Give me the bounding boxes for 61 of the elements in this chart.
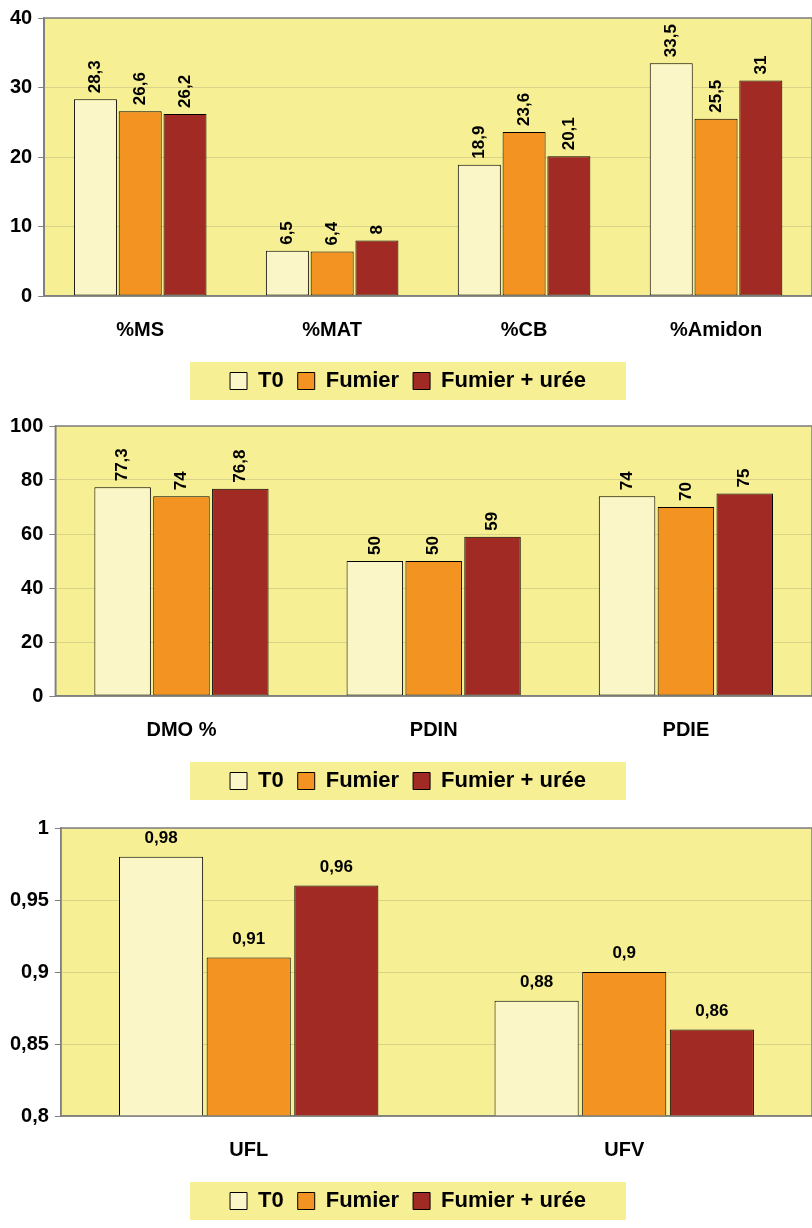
data-label: 0,91 <box>232 928 266 948</box>
y-tick-label: 20 <box>10 144 33 167</box>
y-tick-label: 0,8 <box>21 1103 49 1126</box>
data-label: 74 <box>616 470 636 491</box>
x-tick-label: PDIE <box>662 717 710 740</box>
data-label: 70 <box>675 482 695 501</box>
legend-label: Fumier <box>325 367 400 393</box>
x-tick-label: %CB <box>500 317 548 340</box>
data-label: 26,2 <box>174 74 194 108</box>
y-tick-label: 80 <box>21 467 44 490</box>
y-tick-label: 0 <box>21 283 33 306</box>
y-tick-label: 100 <box>9 413 44 436</box>
legend-label: T0 <box>258 767 284 793</box>
x-tick-label: UFV <box>604 1137 645 1160</box>
data-label: 50 <box>364 536 384 555</box>
data-label: 50 <box>423 536 443 555</box>
y-tick-label: 40 <box>21 575 44 598</box>
data-label: 26,6 <box>129 72 149 106</box>
x-tick-label: DMO % <box>146 717 217 740</box>
data-label: 0,9 <box>612 943 637 963</box>
data-label: 33,5 <box>660 24 680 58</box>
x-tick-label: %MS <box>116 317 165 340</box>
legend-label: T0 <box>258 367 284 393</box>
data-label: 28,3 <box>85 60 105 94</box>
legend-label: Fumier + urée <box>441 1187 586 1213</box>
data-label: 0,86 <box>695 1000 729 1020</box>
y-tick-label: 10 <box>10 214 33 237</box>
y-tick-label: 30 <box>10 75 33 98</box>
legend-label: Fumier <box>325 1187 400 1213</box>
data-label: 75 <box>734 468 754 488</box>
y-tick-label: 0,95 <box>9 887 49 910</box>
legend-label: Fumier + urée <box>441 367 586 393</box>
data-label: 0,88 <box>520 971 554 991</box>
x-tick-label: PDIN <box>409 717 458 740</box>
data-label: 6,4 <box>321 221 341 246</box>
data-label: 77,3 <box>112 448 132 482</box>
legend-label: Fumier + urée <box>441 767 586 793</box>
y-tick-label: 0,85 <box>9 1031 49 1054</box>
data-label: 6,5 <box>277 221 297 245</box>
x-tick-label: UFL <box>229 1137 269 1160</box>
y-tick-label: 0,9 <box>21 959 49 982</box>
data-label: 0,98 <box>144 827 178 847</box>
data-label: 59 <box>482 511 502 531</box>
x-tick-label: %MAT <box>302 317 362 340</box>
data-label: 74 <box>171 470 191 491</box>
data-label: 23,6 <box>513 92 533 126</box>
y-tick-label: 40 <box>10 5 33 28</box>
legend-label: Fumier <box>325 767 400 793</box>
y-tick-label: 0 <box>32 683 44 706</box>
y-tick-label: 20 <box>21 629 44 652</box>
legend-label: T0 <box>258 1187 284 1213</box>
data-label: 18,9 <box>468 125 488 159</box>
data-label: 8 <box>366 224 386 235</box>
y-tick-label: 1 <box>37 815 49 838</box>
y-tick-label: 60 <box>21 521 44 544</box>
data-label: 0,96 <box>319 856 353 876</box>
data-label: 20,1 <box>558 117 578 151</box>
data-label: 25,5 <box>705 79 725 113</box>
data-label: 31 <box>750 55 770 75</box>
data-label: 76,8 <box>230 449 250 483</box>
x-tick-label: %Amidon <box>669 317 763 340</box>
